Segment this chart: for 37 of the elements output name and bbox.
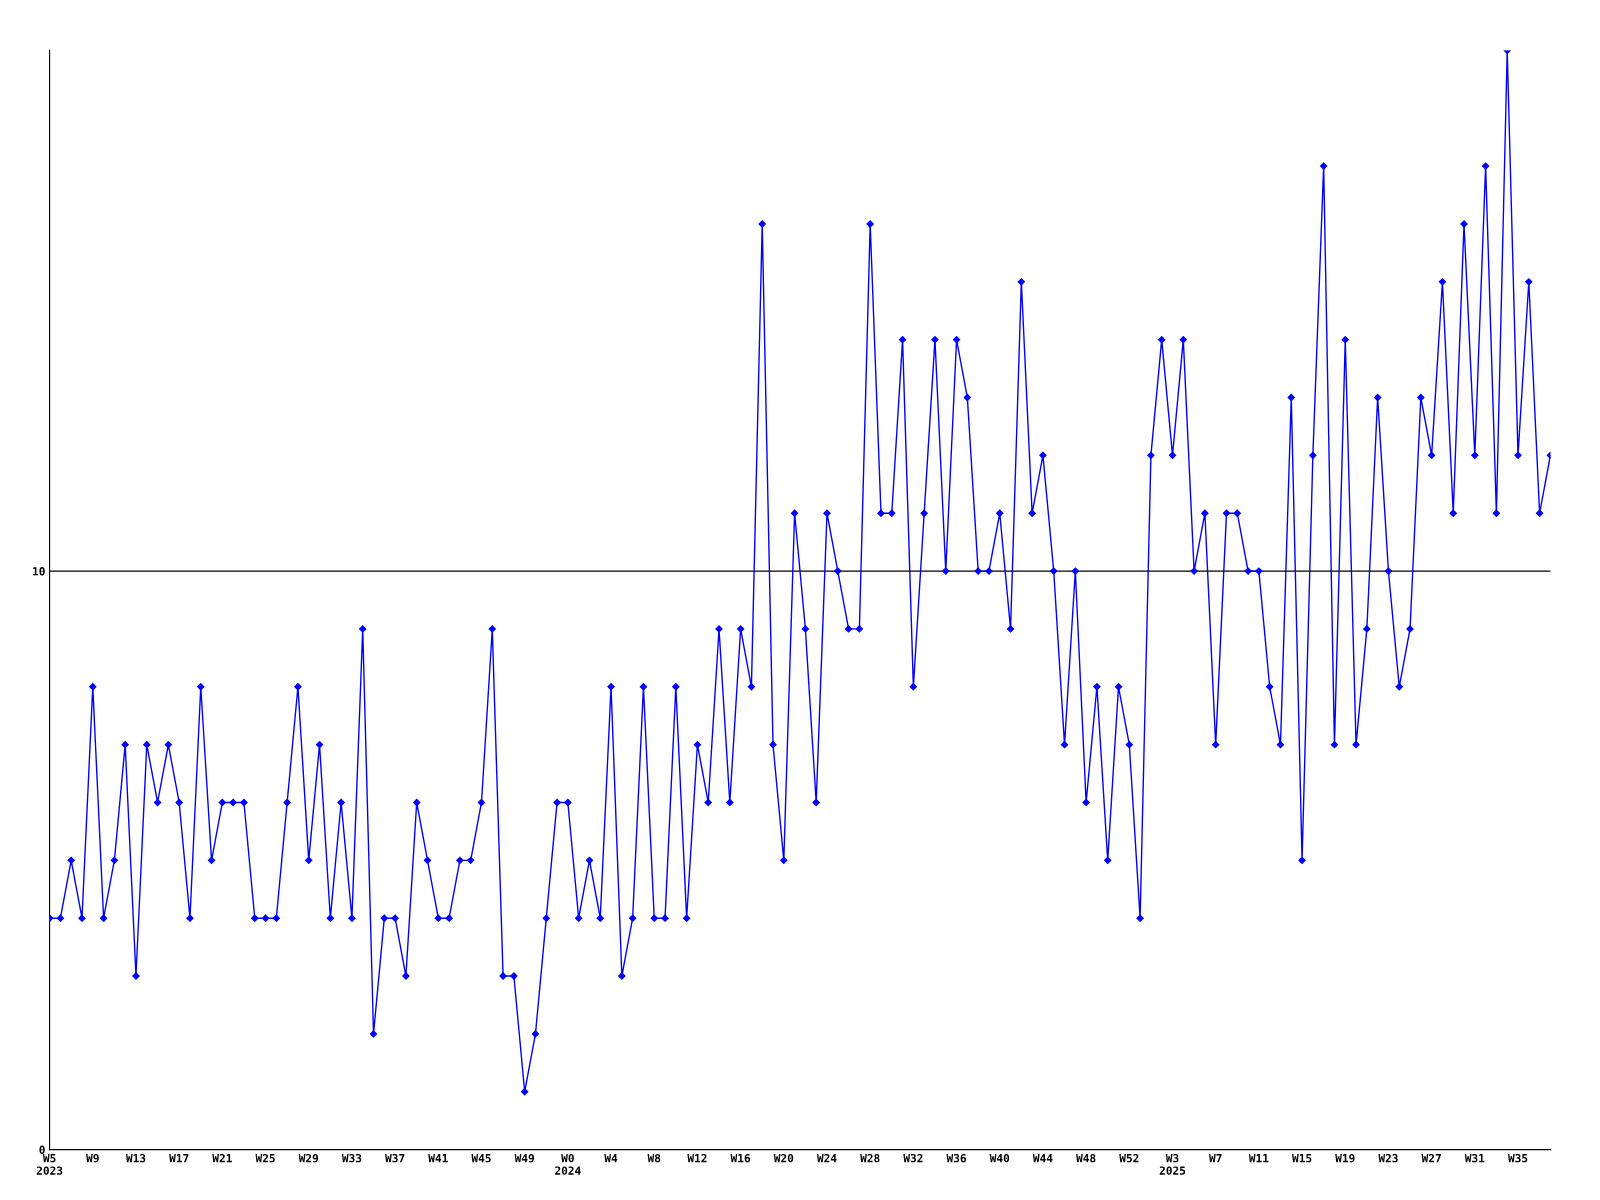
x-tick-label: W21	[212, 1153, 232, 1163]
x-tick-label: W17	[169, 1154, 189, 1163]
x-tick-label: W16	[730, 1153, 751, 1163]
y-tick-label: 0	[39, 1145, 45, 1154]
x-tick-label: W35	[1507, 1153, 1528, 1163]
x-tick-label: W7	[1209, 1154, 1222, 1163]
x-tick-label: W32	[903, 1153, 923, 1163]
x-tick-label: W28	[860, 1153, 880, 1163]
x-tick-label: W44	[1032, 1154, 1053, 1163]
x-tick-label: W33	[341, 1153, 362, 1163]
x-tick-label: W37	[385, 1153, 405, 1163]
x-tick-label: W4	[604, 1154, 618, 1163]
x-tick-label: W0 2024	[555, 1153, 581, 1175]
x-tick-label: W15	[1292, 1154, 1312, 1163]
x-tick-label: W52	[1119, 1153, 1139, 1163]
x-tick-label: W19	[1335, 1154, 1355, 1163]
x-tick-label: W27	[1421, 1153, 1441, 1163]
x-tick-label: W3 2025	[1159, 1153, 1186, 1175]
x-tick-label: W8	[647, 1153, 661, 1163]
x-tick-label: W45	[471, 1154, 491, 1163]
x-tick-label: W41	[428, 1154, 448, 1163]
x-tick-label: W11	[1248, 1154, 1269, 1163]
x-tick-label: W5 2023	[36, 1154, 63, 1175]
x-tick-label: W23	[1378, 1153, 1398, 1163]
x-tick-label: W20	[773, 1153, 794, 1163]
x-tick-label: W40	[989, 1153, 1010, 1163]
x-tick-label: W49	[514, 1154, 534, 1163]
x-tick-label: W31	[1464, 1153, 1485, 1163]
x-tick-label: W13	[125, 1153, 146, 1163]
x-tick-label: W48	[1076, 1153, 1096, 1163]
x-tick-label: W29	[298, 1153, 319, 1163]
x-tick-label: W36	[946, 1153, 966, 1163]
y-tick-label: 10	[33, 567, 45, 576]
x-tick-label: W24	[816, 1153, 837, 1163]
x-tick-label: W12	[687, 1153, 707, 1163]
x-tick-label: W9	[86, 1154, 99, 1163]
x-tick-label: W25	[255, 1153, 275, 1163]
